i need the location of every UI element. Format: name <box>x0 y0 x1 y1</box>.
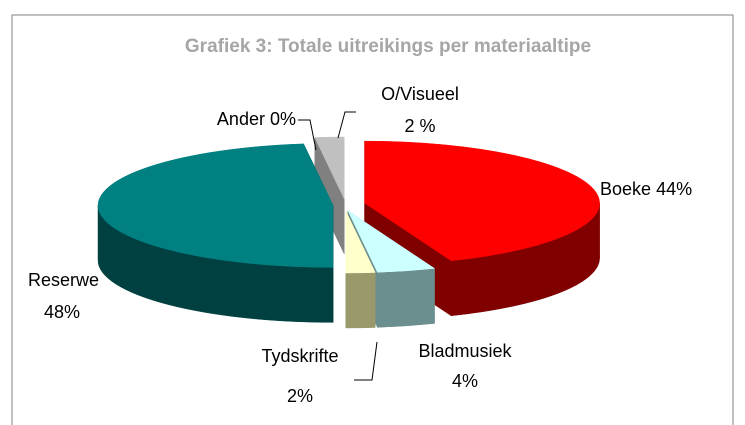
value-label: 44% <box>656 179 692 199</box>
leader-line <box>354 341 378 381</box>
value-label: 2 % <box>404 116 435 136</box>
value-label: 48% <box>44 302 80 322</box>
category-label: O/Visueel <box>381 84 459 104</box>
slice-wall <box>345 272 376 329</box>
category-label: Ander <box>217 109 265 129</box>
value-label: 0% <box>270 109 296 129</box>
value-label: 2% <box>287 386 313 406</box>
slice-wall <box>377 268 435 328</box>
slice-label: Ander 0% <box>217 109 296 129</box>
pie <box>97 136 600 329</box>
category-label: Bladmusiek <box>418 341 512 361</box>
labels: Boeke 44% Bladmusiek 4% Tydskrifte 2% Reserwe… <box>28 84 692 406</box>
leader-line <box>298 119 317 151</box>
leader-line <box>337 111 356 139</box>
slice <box>97 143 334 268</box>
category-label: Reserwe <box>28 270 99 290</box>
chart-frame <box>11 14 734 425</box>
slice <box>314 136 345 200</box>
category-label: Tydskrifte <box>261 346 338 366</box>
chart-title: Grafiek 3: Totale uitreikings per materi… <box>185 36 591 57</box>
slice-label: Boeke 44% <box>600 179 692 199</box>
slice <box>347 210 436 273</box>
value-label: 4% <box>452 371 478 391</box>
category-label: Boeke <box>600 179 651 199</box>
slice <box>364 140 600 262</box>
slice <box>345 210 376 274</box>
